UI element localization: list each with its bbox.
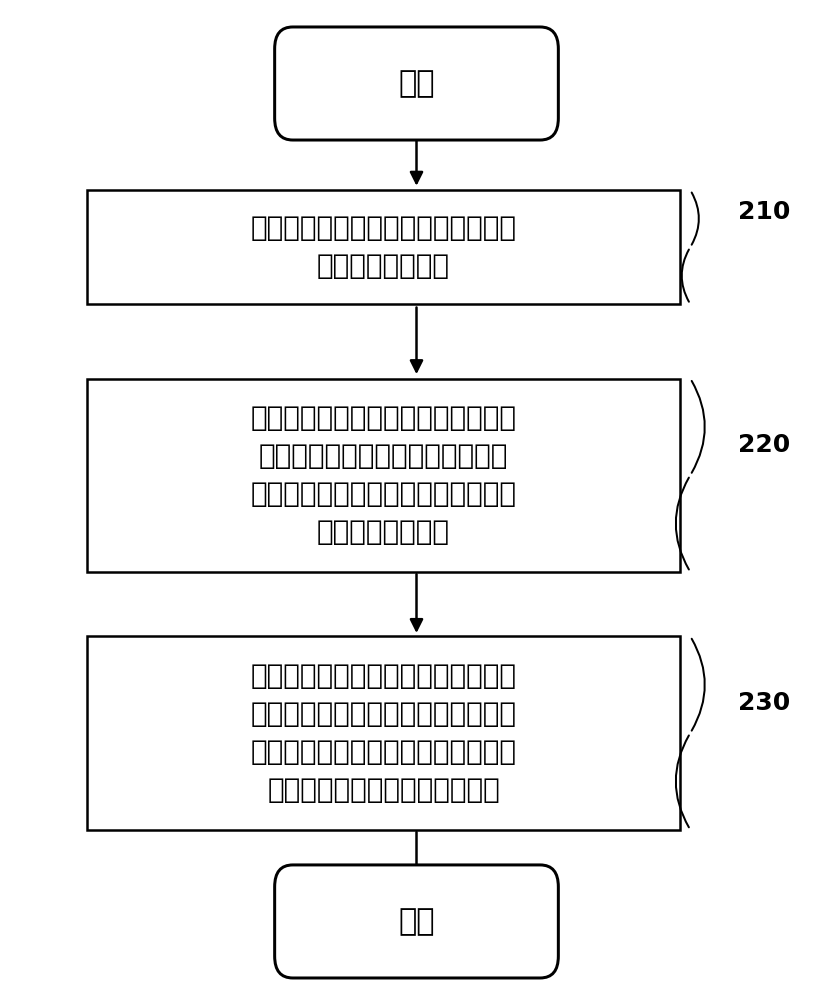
Text: 产生一控制信号使一输入端持续在高
低电位间反复切换: 产生一控制信号使一输入端持续在高 低电位间反复切换 (251, 214, 516, 280)
Text: 开始: 开始 (398, 69, 435, 98)
Text: 210: 210 (738, 200, 791, 224)
Text: 感光产生电荷后，根据该输入端的高
低电位产生一直流信号及一交流信
号，并且将该直流信号及该交流信号
输出至一行输出端: 感光产生电荷后，根据该输入端的高 低电位产生一直流信号及一交流信 号，并且将该直… (251, 404, 516, 546)
Text: 结束: 结束 (398, 907, 435, 936)
Text: 230: 230 (738, 691, 791, 715)
FancyBboxPatch shape (275, 865, 558, 978)
Bar (87, 190, 681, 304)
FancyBboxPatch shape (275, 27, 558, 140)
Text: 过滤该行输出端的直流信号仅自该行
输出端接收该交流信号以避免直流电
压差异与噪声干扰，以及对该交流信
号进行信号处理以产生影像信号: 过滤该行输出端的直流信号仅自该行 输出端接收该交流信号以避免直流电 压差异与噪声… (251, 662, 516, 804)
Bar (87, 636, 681, 830)
Bar (87, 379, 681, 572)
Text: 220: 220 (738, 433, 791, 457)
